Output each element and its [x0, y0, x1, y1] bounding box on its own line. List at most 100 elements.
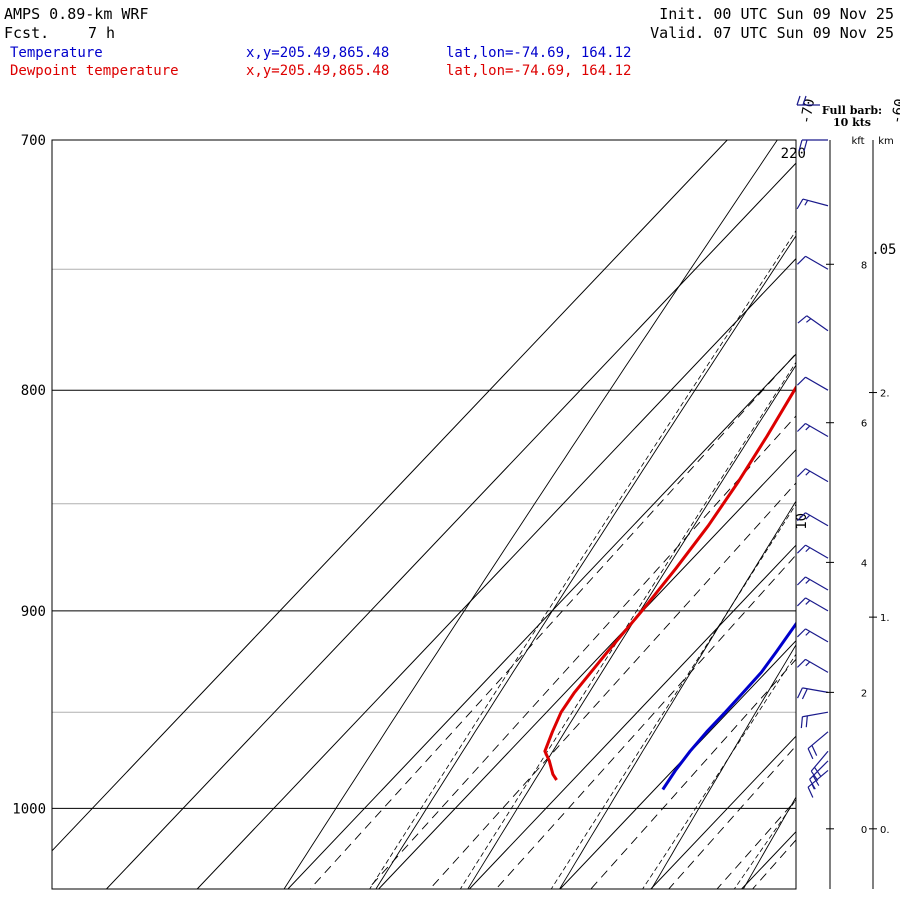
km-axis-label: km — [878, 136, 894, 147]
dry-adiabat-line — [819, 0, 900, 900]
wind-barb-shaft — [807, 770, 829, 788]
isobar-label: 700 — [21, 133, 46, 149]
legend-temperature-name: Temperature — [10, 45, 103, 61]
isobar-label: 1000 — [12, 801, 46, 817]
wind-barb-feather — [811, 745, 818, 756]
wind-barb-shaft — [805, 468, 829, 483]
plot-frame — [51, 139, 797, 890]
wind-barb-half-feather — [805, 579, 811, 584]
isotherm-line — [468, 544, 796, 889]
wind-barb-feather — [796, 512, 806, 522]
mixing-ratio-line — [668, 745, 796, 889]
moist-adiabat-line — [642, 653, 796, 889]
wind-barb — [796, 512, 829, 527]
wind-barb-shaft — [809, 760, 829, 780]
wind-barb-shaft — [805, 628, 829, 643]
legend-dewpoint-xy: x,y=205.49,865.48 — [246, 63, 389, 79]
kft-tick-label: 0 — [861, 825, 867, 836]
wind-barb-key-feather — [796, 95, 801, 106]
isotherm-label: -70 — [798, 97, 818, 125]
km-tick-label: 1. — [880, 613, 890, 624]
init-time: Init. 00 UTC Sun 09 Nov 25 — [659, 5, 894, 23]
wind-barb-half-feather — [805, 547, 811, 553]
wind-barb-shaft — [810, 750, 829, 772]
wind-barb-half-feather — [805, 514, 811, 520]
wind-barb-feather — [810, 770, 819, 781]
wind-barb-shaft — [802, 687, 829, 693]
model-title: AMPS 0.89-km WRF — [4, 5, 149, 23]
kft-tick-label: 6 — [861, 419, 867, 430]
wind-barb-half-feather — [805, 599, 811, 605]
isotherm-line — [805, 0, 900, 900]
wind-barb-half-feather — [805, 425, 811, 431]
wind-barb-feather — [800, 716, 803, 729]
legend-temperature-latlon: lat,lon=-74.69, 164.12 — [446, 45, 631, 61]
wind-barb-feather — [796, 597, 806, 607]
wind-barb-feather — [803, 139, 808, 152]
wind-barb — [807, 731, 829, 760]
wind-barb — [796, 628, 829, 643]
mixing-ratio-line — [309, 352, 796, 889]
wind-barb-feather — [796, 628, 806, 638]
wind-barb-key — [796, 95, 820, 106]
moist-adiabat-line — [805, 0, 900, 900]
wind-barb-feather — [796, 576, 806, 586]
wind-barb — [796, 376, 829, 391]
wind-barb-shaft — [805, 597, 829, 612]
wind-barb-shaft — [802, 198, 829, 207]
dry-adiabat-line — [559, 500, 796, 889]
moist-adiabat-line — [459, 361, 796, 889]
mixing-ratio-line — [779, 244, 900, 900]
wind-barb-feather — [798, 139, 803, 152]
moist-adiabat-line — [550, 503, 796, 889]
wind-barb-key-feather — [802, 95, 807, 106]
isobar-label: 900 — [21, 604, 46, 620]
wind-barb-half-feather — [805, 470, 811, 476]
temperature-profile-line — [661, 621, 796, 791]
mixing-ratio-line — [367, 415, 796, 889]
wind-barb-feather — [814, 766, 822, 778]
moist-adiabat-line — [369, 229, 796, 889]
wind-barb — [796, 658, 829, 673]
legend-dewpoint-latlon: lat,lon=-74.69, 164.12 — [446, 63, 631, 79]
wind-barb-feather — [796, 255, 806, 265]
km-tick-label: 0. — [880, 825, 890, 836]
wind-barb-shaft — [802, 711, 829, 718]
wind-barb-feather — [797, 315, 808, 324]
isotach-label: 10 — [794, 513, 810, 530]
wind-barb-half-feather — [806, 318, 812, 323]
dry-adiabat-line — [650, 644, 796, 889]
wind-barb — [798, 139, 828, 152]
valid-time: Valid. 07 UTC Sun 09 Nov 25 — [650, 24, 894, 42]
barb-note-line1: Full barb: — [822, 104, 882, 117]
wind-barb-shaft — [805, 422, 829, 437]
wind-barb-feather — [796, 687, 803, 699]
kft-tick-label: 2 — [861, 688, 867, 699]
legend-dewpoint-name: Dewpoint temperature — [10, 63, 179, 79]
wind-barb-half-feather — [805, 661, 811, 667]
wind-barb-half-feather — [804, 200, 809, 206]
wind-barb — [800, 711, 829, 729]
wind-barb — [796, 255, 829, 270]
isobar-label: 800 — [21, 383, 46, 399]
dewpoint-profile-line — [543, 384, 796, 781]
dry-adiabat-line — [742, 796, 796, 889]
wind-barb-shaft — [805, 544, 829, 559]
isotherm-line — [287, 353, 796, 889]
wind-barb-feather — [801, 688, 808, 700]
dry-adiabat-line — [283, 140, 778, 889]
forecast-label: Fcst. — [4, 24, 49, 42]
wind-barb-feather — [807, 786, 814, 798]
dry-adiabat-line — [467, 364, 796, 889]
mixing-ratio-line — [429, 482, 796, 889]
isotherm-line — [650, 735, 796, 889]
wind-barb-feather — [796, 423, 806, 432]
kft-tick-label: 4 — [861, 558, 867, 569]
forecast-value: 7 h — [88, 24, 115, 42]
barb-note-line2: 10 kts — [833, 116, 871, 129]
wind-barb-shaft — [805, 512, 829, 527]
wind-barb-shaft — [806, 315, 829, 332]
kft-axis-label: kft — [851, 136, 864, 147]
